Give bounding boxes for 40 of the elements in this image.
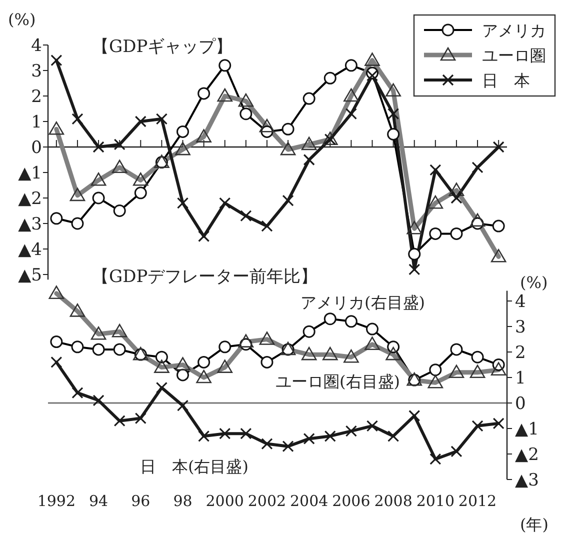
chart-title: 【GDPギャップ】 bbox=[92, 37, 233, 57]
y-tick-label: ▲1 bbox=[18, 164, 42, 184]
series-label: アメリカ(右目盛) bbox=[300, 293, 425, 312]
x-tick-label: 2006 bbox=[332, 492, 370, 510]
y2-axis-title: (%) bbox=[520, 273, 548, 292]
x-tick-label: 96 bbox=[131, 492, 150, 510]
y-tick-label: ▲5 bbox=[18, 266, 42, 286]
x-tick-label: 2002 bbox=[248, 492, 286, 510]
x-tick-label: 2008 bbox=[374, 492, 412, 510]
x-tick-label: 98 bbox=[173, 492, 192, 510]
legend-label: 日 本 bbox=[482, 71, 530, 90]
y-tick-label: ▲3 bbox=[18, 214, 42, 234]
series-label: 日 本(右目盛) bbox=[140, 457, 248, 476]
y2-tick-label: 0 bbox=[515, 394, 526, 414]
y-tick-label: 2 bbox=[31, 87, 42, 107]
chart-title: 【GDPデフレーター前年比】 bbox=[92, 267, 318, 287]
y2-tick-label: 1 bbox=[515, 368, 526, 388]
series-label: ユーロ圏(右目盛) bbox=[276, 372, 400, 391]
x-tick-label: 2010 bbox=[416, 492, 455, 510]
y-tick-label: 0 bbox=[31, 138, 42, 158]
x-axis-title: (年) bbox=[520, 515, 548, 534]
y2-tick-label: 2 bbox=[515, 343, 526, 363]
y2-tick-label: ▲2 bbox=[515, 445, 539, 465]
legend-label: ユーロ圏 bbox=[482, 46, 546, 65]
y2-tick-label: ▲1 bbox=[515, 420, 539, 440]
x-tick-label: 94 bbox=[88, 492, 108, 510]
y-axis-title: (%) bbox=[8, 10, 36, 29]
y-tick-label: 3 bbox=[31, 62, 42, 82]
y2-tick-label: ▲3 bbox=[515, 470, 539, 490]
legend-label: アメリカ bbox=[482, 21, 546, 40]
y-tick-label: 4 bbox=[31, 36, 42, 56]
y-tick-label: ▲4 bbox=[18, 240, 42, 260]
y-tick-label: ▲2 bbox=[18, 189, 42, 209]
x-tick-label: 2004 bbox=[290, 492, 328, 510]
x-tick-label: 2012 bbox=[458, 492, 497, 510]
x-tick-label: 2000 bbox=[206, 492, 244, 510]
y2-tick-label: 3 bbox=[515, 318, 526, 338]
y2-tick-label: 4 bbox=[515, 292, 526, 312]
x-tick-label: 1992 bbox=[37, 492, 76, 510]
y-tick-label: 1 bbox=[31, 112, 42, 132]
